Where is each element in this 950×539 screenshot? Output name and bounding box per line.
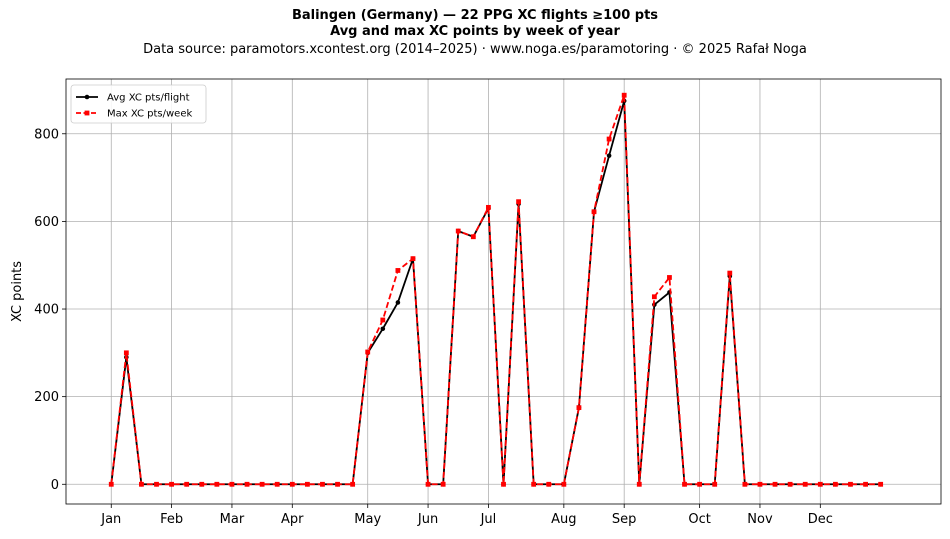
data-point bbox=[817, 481, 823, 487]
data-source-note: Data source: paramotors.xcontest.org (20… bbox=[143, 42, 807, 57]
data-point bbox=[576, 405, 582, 411]
data-point bbox=[455, 228, 461, 234]
data-point bbox=[606, 153, 612, 158]
x-tick-label: Nov bbox=[747, 512, 773, 527]
x-tick-label: Aug bbox=[551, 512, 576, 527]
data-point bbox=[244, 481, 250, 487]
data-point bbox=[606, 136, 612, 142]
data-point bbox=[682, 481, 687, 487]
chart-title: Balingen (Germany) — 22 PPG XC flights ≥… bbox=[291, 8, 659, 23]
data-point bbox=[802, 481, 808, 487]
y-axis: 0 200 400 600 800 bbox=[34, 127, 66, 493]
data-point bbox=[848, 481, 853, 487]
data-point bbox=[787, 481, 793, 487]
data-point bbox=[139, 481, 144, 487]
data-point bbox=[320, 481, 325, 487]
data-point bbox=[651, 294, 657, 300]
y-tick-label: 800 bbox=[34, 127, 59, 142]
data-point bbox=[516, 199, 521, 205]
series-line bbox=[110, 100, 881, 486]
data-point bbox=[697, 481, 703, 487]
data-point bbox=[154, 481, 159, 487]
data-point bbox=[169, 481, 175, 487]
x-tick-label: Jul bbox=[480, 512, 497, 527]
data-point bbox=[229, 481, 235, 487]
data-point bbox=[123, 350, 129, 356]
data-point bbox=[289, 481, 295, 487]
data-point bbox=[410, 256, 416, 262]
x-tick-label: Dec bbox=[808, 512, 833, 527]
plot-frame bbox=[65, 78, 942, 505]
data-point bbox=[636, 481, 642, 487]
legend-label: Max XC pts/week bbox=[107, 109, 192, 120]
data-point bbox=[486, 204, 491, 210]
data-point bbox=[184, 481, 190, 487]
grid-lines bbox=[66, 79, 941, 504]
data-point bbox=[712, 481, 718, 487]
legend: Avg XC pts/flight Max XC pts/week bbox=[70, 84, 207, 124]
data-point bbox=[531, 481, 537, 487]
data-point bbox=[259, 481, 265, 487]
x-tick-label: Mar bbox=[220, 512, 245, 527]
x-tick-label: May bbox=[354, 512, 381, 527]
data-point bbox=[727, 270, 733, 276]
data-point bbox=[199, 481, 205, 487]
data-point bbox=[304, 481, 310, 487]
legend-item: Avg XC pts/flight bbox=[76, 93, 190, 104]
chart-subtitle: Avg and max XC points by week of year bbox=[330, 24, 620, 39]
data-point bbox=[274, 481, 280, 487]
data-point bbox=[591, 209, 597, 215]
y-axis-label: XC points bbox=[10, 261, 25, 322]
y-tick-label: 200 bbox=[34, 390, 59, 405]
data-point bbox=[470, 234, 476, 240]
data-point bbox=[380, 317, 386, 323]
data-point bbox=[395, 268, 401, 273]
chart-titles: Balingen (Germany) — 22 PPG XC flights ≥… bbox=[0, 8, 950, 60]
legend-marker bbox=[84, 94, 90, 100]
x-tick-label: Jun bbox=[417, 512, 438, 527]
data-point bbox=[561, 481, 567, 487]
legend-box bbox=[70, 84, 207, 124]
legend-marker bbox=[84, 110, 90, 116]
series-avg bbox=[108, 98, 883, 487]
x-tick-label: Jan bbox=[100, 512, 121, 527]
series-line bbox=[110, 94, 881, 486]
y-tick-label: 600 bbox=[34, 215, 59, 230]
x-axis: Jan Feb Mar Apr May Jun Jul Aug Sep Oct Nov Dec bbox=[100, 504, 833, 527]
data-point bbox=[546, 481, 552, 487]
data-point bbox=[667, 275, 672, 280]
x-tick-label: Oct bbox=[688, 512, 710, 527]
data-point bbox=[108, 481, 114, 487]
legend-label: Avg XC pts/flight bbox=[107, 93, 190, 104]
y-tick-label: 400 bbox=[34, 303, 59, 318]
x-tick-label: Feb bbox=[160, 512, 183, 527]
data-point bbox=[395, 300, 401, 305]
data-point bbox=[335, 481, 340, 487]
data-point bbox=[440, 481, 446, 487]
data-point bbox=[350, 481, 356, 487]
y-tick-label: 0 bbox=[51, 478, 59, 493]
data-point bbox=[621, 92, 627, 98]
x-tick-label: Apr bbox=[281, 512, 304, 527]
x-tick-label: Sep bbox=[612, 512, 637, 527]
data-point bbox=[501, 481, 506, 487]
data-point bbox=[772, 481, 778, 487]
legend-item: Max XC pts/week bbox=[76, 109, 192, 120]
data-point bbox=[214, 481, 220, 487]
data-point bbox=[757, 481, 763, 487]
data-point bbox=[742, 481, 748, 487]
data-point bbox=[425, 481, 431, 487]
data-point bbox=[878, 481, 884, 487]
data-point bbox=[365, 349, 371, 355]
data-point bbox=[832, 481, 838, 487]
data-point bbox=[863, 481, 868, 487]
data-point bbox=[380, 326, 386, 332]
series-max bbox=[108, 92, 884, 487]
